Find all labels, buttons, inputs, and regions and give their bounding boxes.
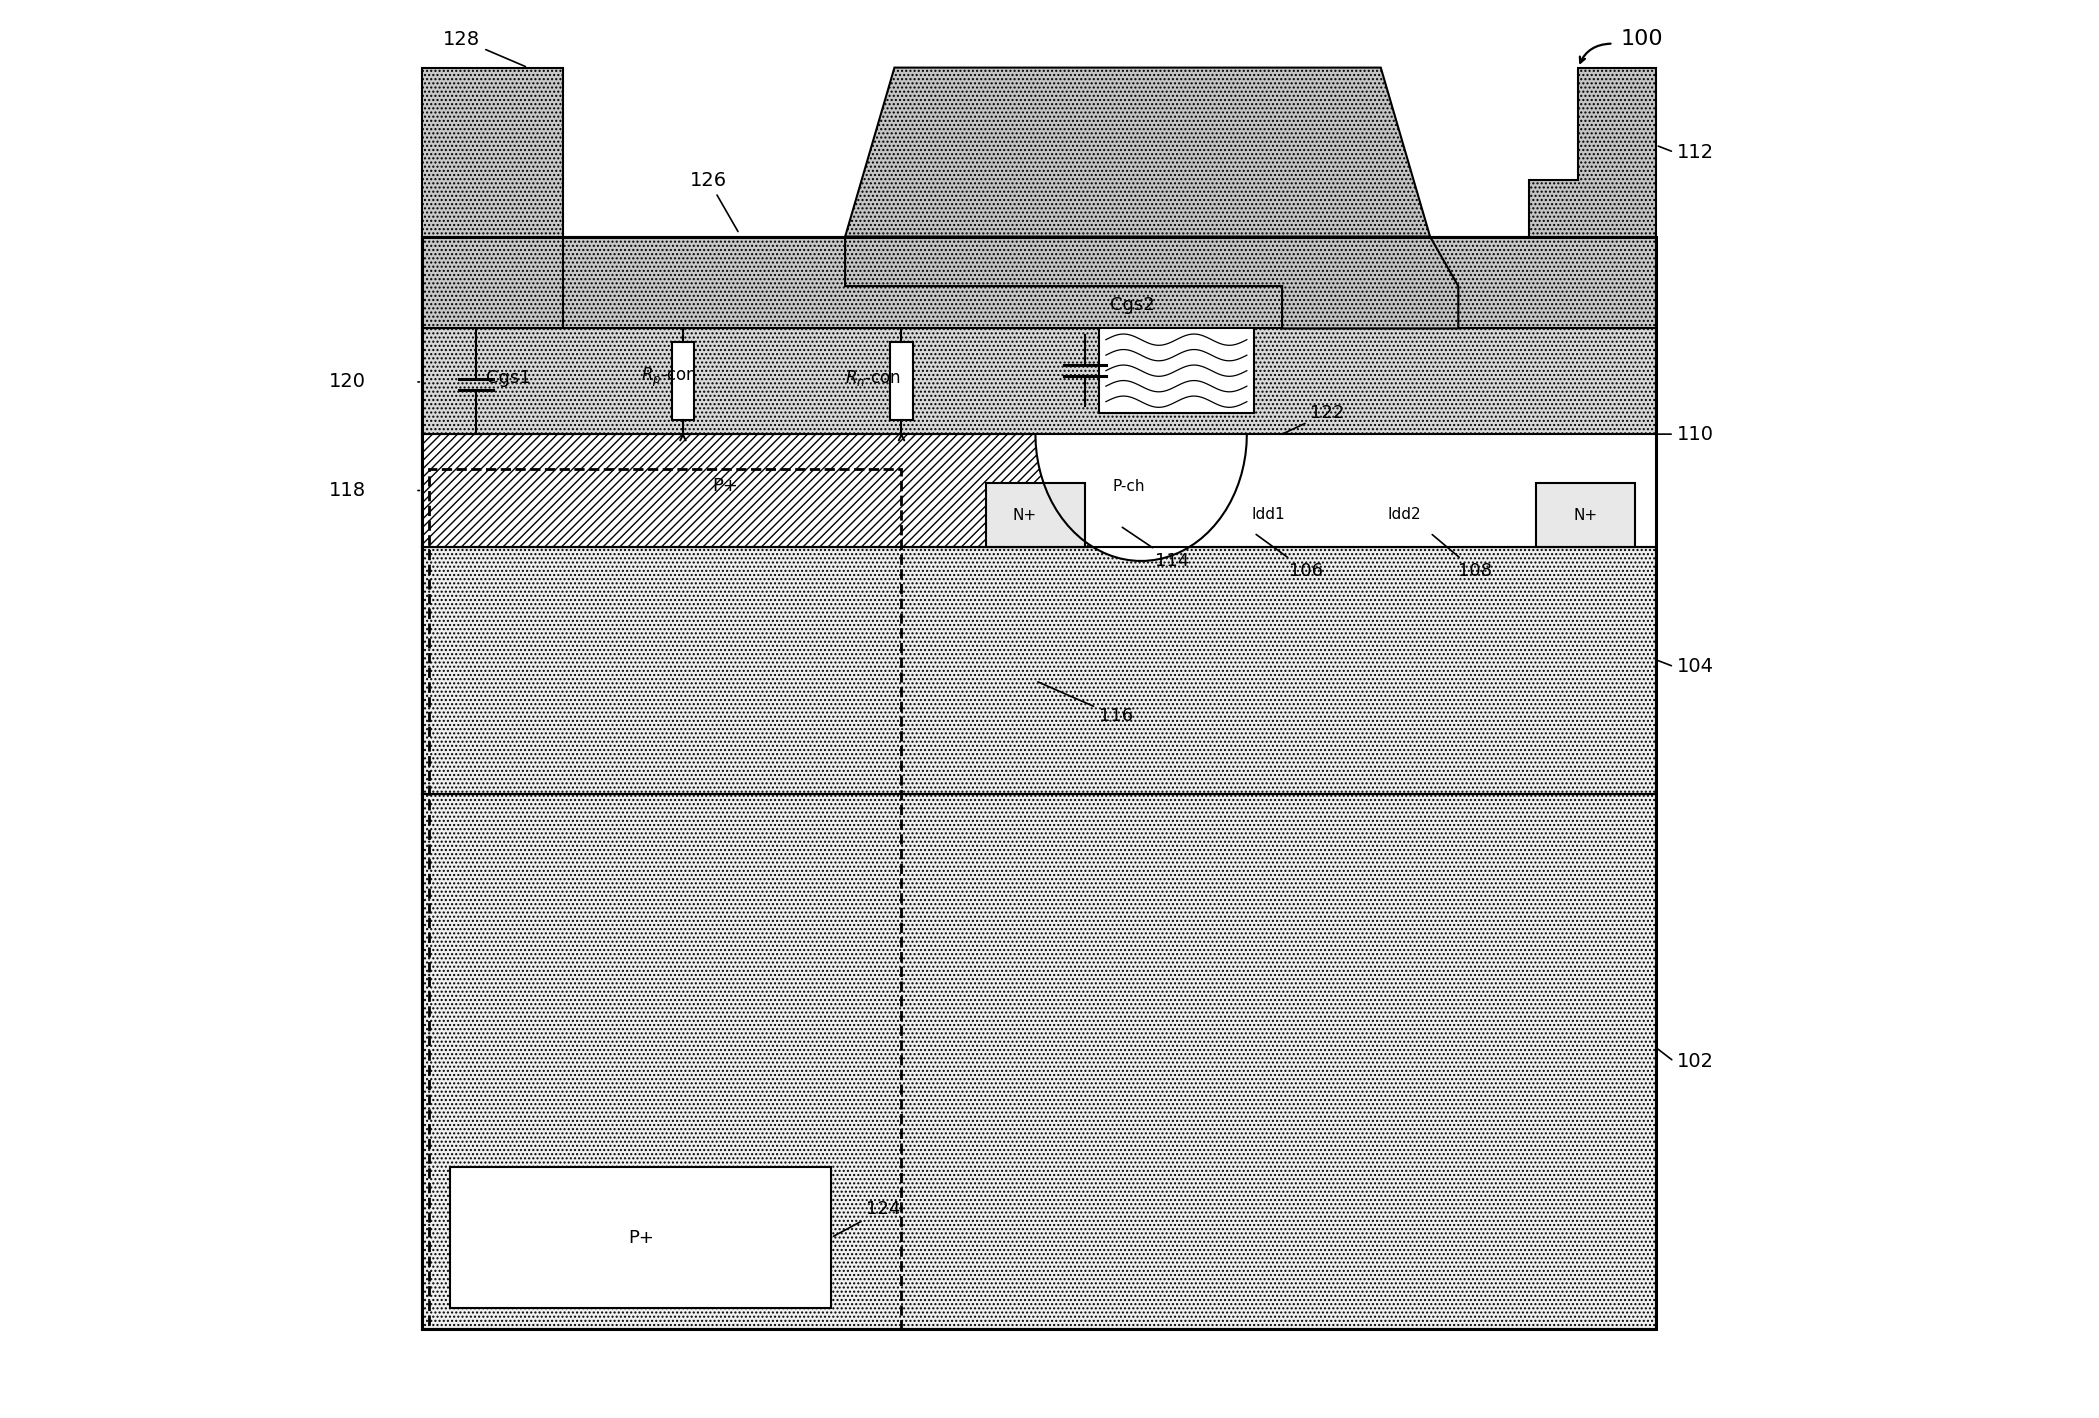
Polygon shape xyxy=(846,68,1429,237)
Text: P+: P+ xyxy=(628,1228,653,1246)
Text: 106: 106 xyxy=(1255,535,1322,580)
Bar xyxy=(430,469,900,1329)
Text: Cgs1: Cgs1 xyxy=(485,369,531,387)
Bar xyxy=(422,237,1656,1329)
Bar xyxy=(672,343,695,420)
Text: 110: 110 xyxy=(1677,424,1713,444)
Text: P+: P+ xyxy=(712,478,739,495)
Polygon shape xyxy=(1528,68,1656,237)
Text: 128: 128 xyxy=(443,30,525,67)
Bar xyxy=(890,343,913,420)
Bar xyxy=(422,237,1656,329)
Text: 120: 120 xyxy=(330,373,365,391)
Text: N+: N+ xyxy=(1572,509,1597,523)
Bar xyxy=(422,794,1656,1329)
Bar xyxy=(422,434,1142,547)
Bar xyxy=(422,68,563,329)
Polygon shape xyxy=(846,237,1459,329)
Bar xyxy=(422,329,1656,434)
Bar xyxy=(1100,329,1253,413)
Text: 108: 108 xyxy=(1432,535,1492,580)
Text: 114: 114 xyxy=(1123,527,1190,570)
Text: 116: 116 xyxy=(1037,682,1133,725)
Text: 126: 126 xyxy=(691,172,739,231)
Text: Cgs2: Cgs2 xyxy=(1110,296,1154,313)
Text: P-ch: P-ch xyxy=(1112,479,1146,493)
Text: Idd2: Idd2 xyxy=(1387,508,1421,522)
Bar xyxy=(1536,484,1635,547)
Text: 102: 102 xyxy=(1677,1052,1713,1071)
Text: 100: 100 xyxy=(1620,30,1662,50)
Text: N+: N+ xyxy=(1012,509,1037,523)
Text: $R_{p}$-con: $R_{p}$-con xyxy=(640,366,697,390)
Bar xyxy=(987,484,1085,547)
Text: 122: 122 xyxy=(1285,404,1345,432)
Bar xyxy=(422,547,1656,794)
Bar xyxy=(451,1167,831,1309)
Text: Idd1: Idd1 xyxy=(1251,508,1285,522)
Polygon shape xyxy=(1035,434,1247,562)
Text: $R_{n}$-con: $R_{n}$-con xyxy=(846,367,900,387)
Text: 124: 124 xyxy=(833,1201,900,1236)
Text: 112: 112 xyxy=(1677,143,1715,162)
Text: 104: 104 xyxy=(1677,657,1713,676)
Text: 118: 118 xyxy=(330,481,365,501)
